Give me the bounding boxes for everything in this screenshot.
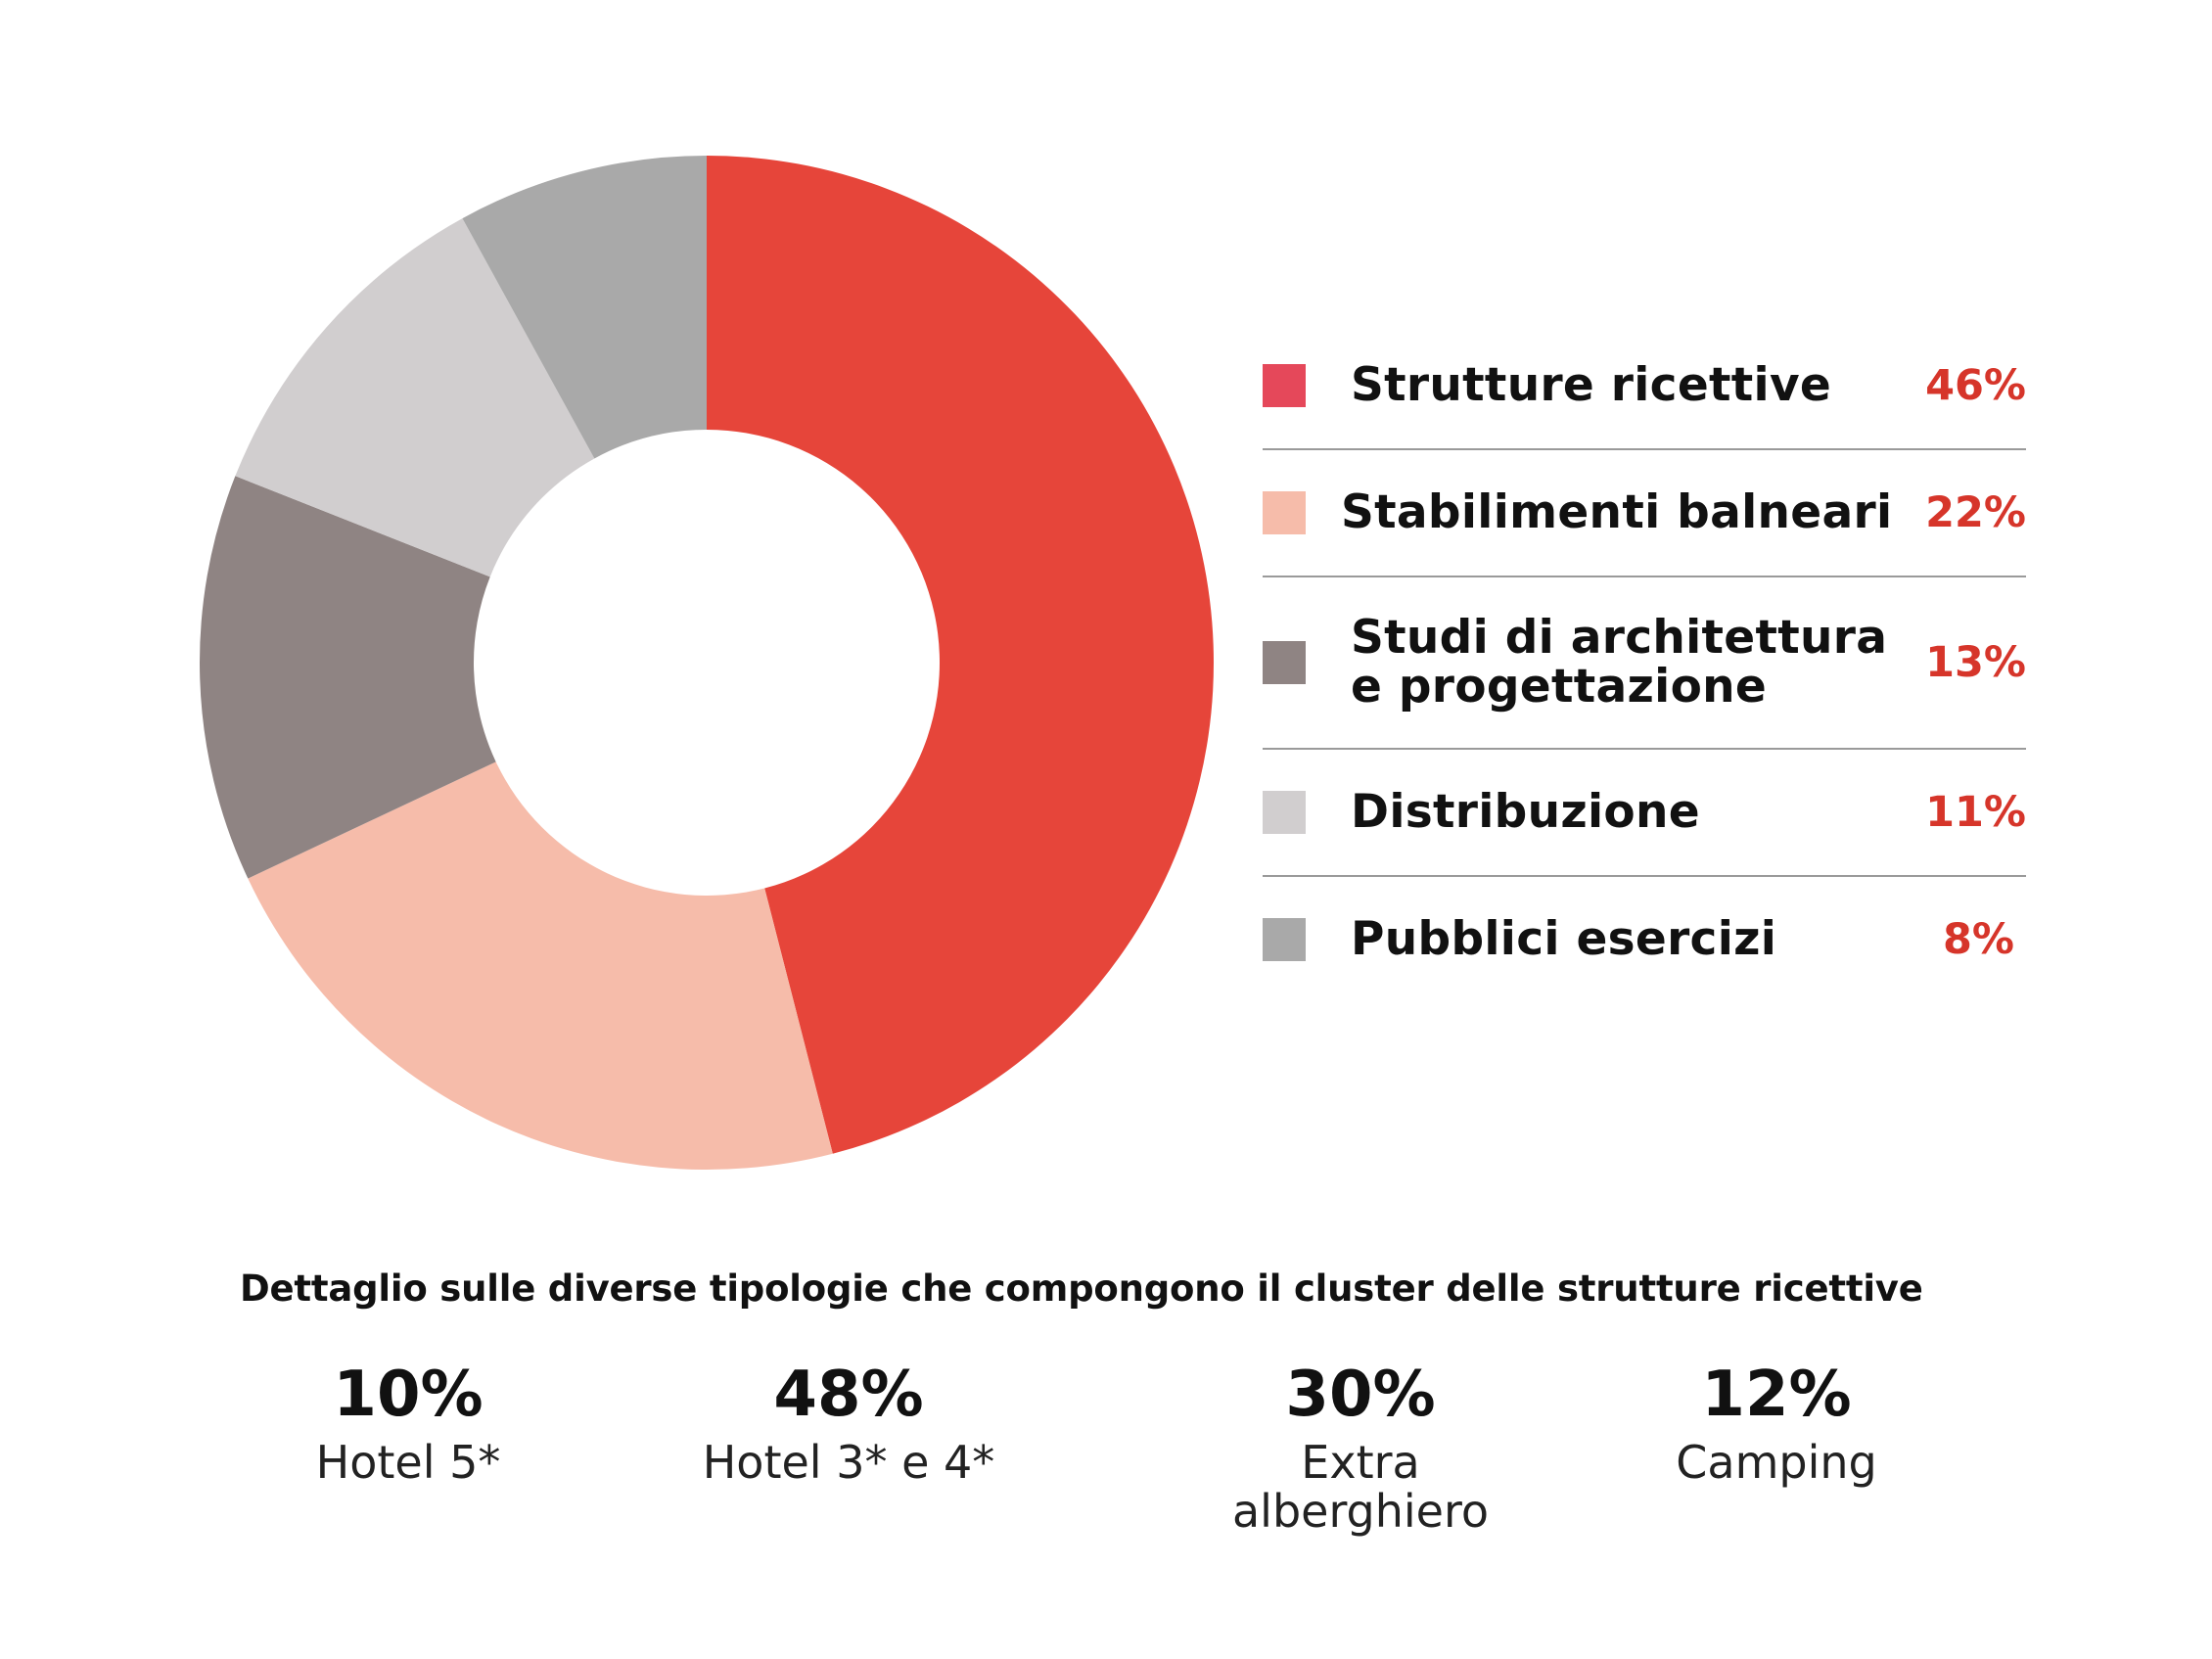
detail-value: 10%	[333, 1359, 484, 1431]
legend-label: Strutture ricettive	[1351, 358, 1832, 412]
legend-item-pubblici-esercizi: Pubblici esercizi 8%	[1263, 877, 2026, 1002]
legend-swatch	[1263, 641, 1306, 684]
detail-value: 48%	[773, 1359, 924, 1431]
legend-value: 8%	[1942, 915, 2014, 964]
detail-title: Dettaglio sulle diverse tipologie che co…	[240, 1267, 1923, 1310]
detail-item-hotel-5: 10% Hotel 5*	[203, 1356, 614, 1487]
legend-label: Studi di architettura e progettazione	[1351, 611, 1888, 714]
legend-swatch	[1263, 364, 1306, 407]
legend-label: Stabilimenti balneari	[1341, 485, 1893, 539]
donut-slice-pubblici-esercizi	[462, 156, 707, 459]
chart-legend: Strutture ricettive 46% Stabilimenti bal…	[1263, 323, 2026, 1002]
detail-label: Hotel 5*	[315, 1436, 501, 1489]
legend-label: Pubblici esercizi	[1351, 912, 1777, 966]
detail-label: Extra alberghiero	[1231, 1436, 1490, 1538]
legend-item-stabilimenti-balneari: Stabilimenti balneari 22%	[1263, 450, 2026, 577]
detail-label: Hotel 3* e 4*	[702, 1436, 995, 1489]
detail-item-hotel-3-4: 48% Hotel 3* e 4*	[643, 1356, 1054, 1487]
legend-swatch	[1263, 491, 1306, 534]
legend-label: Distribuzione	[1351, 785, 1700, 839]
legend-value: 11%	[1925, 788, 2026, 837]
legend-value: 46%	[1925, 361, 2026, 410]
legend-item-strutture-ricettive: Strutture ricettive 46%	[1263, 323, 2026, 450]
legend-item-distribuzione: Distribuzione 11%	[1263, 750, 2026, 877]
donut-slice-stabilimenti-balneari	[248, 761, 833, 1170]
legend-swatch	[1263, 918, 1306, 961]
legend-swatch	[1263, 791, 1306, 834]
detail-label: Camping	[1676, 1436, 1877, 1489]
detail-value: 12%	[1701, 1359, 1852, 1431]
detail-item-camping: 12% Camping	[1571, 1356, 1982, 1487]
detail-value: 30%	[1285, 1359, 1436, 1431]
detail-item-extra-alberghiero: 30% Extra alberghiero	[1155, 1356, 1566, 1536]
donut-slice-distribuzione	[235, 218, 595, 577]
legend-value: 13%	[1925, 638, 2026, 687]
donut-chart	[200, 156, 1214, 1170]
donut-slice-studi-di-architettura-e-progettazione	[200, 476, 496, 879]
legend-value: 22%	[1925, 488, 2026, 537]
donut-slice-strutture-ricettive	[707, 156, 1214, 1154]
legend-item-studi-architettura: Studi di architettura e progettazione 13…	[1263, 577, 2026, 750]
